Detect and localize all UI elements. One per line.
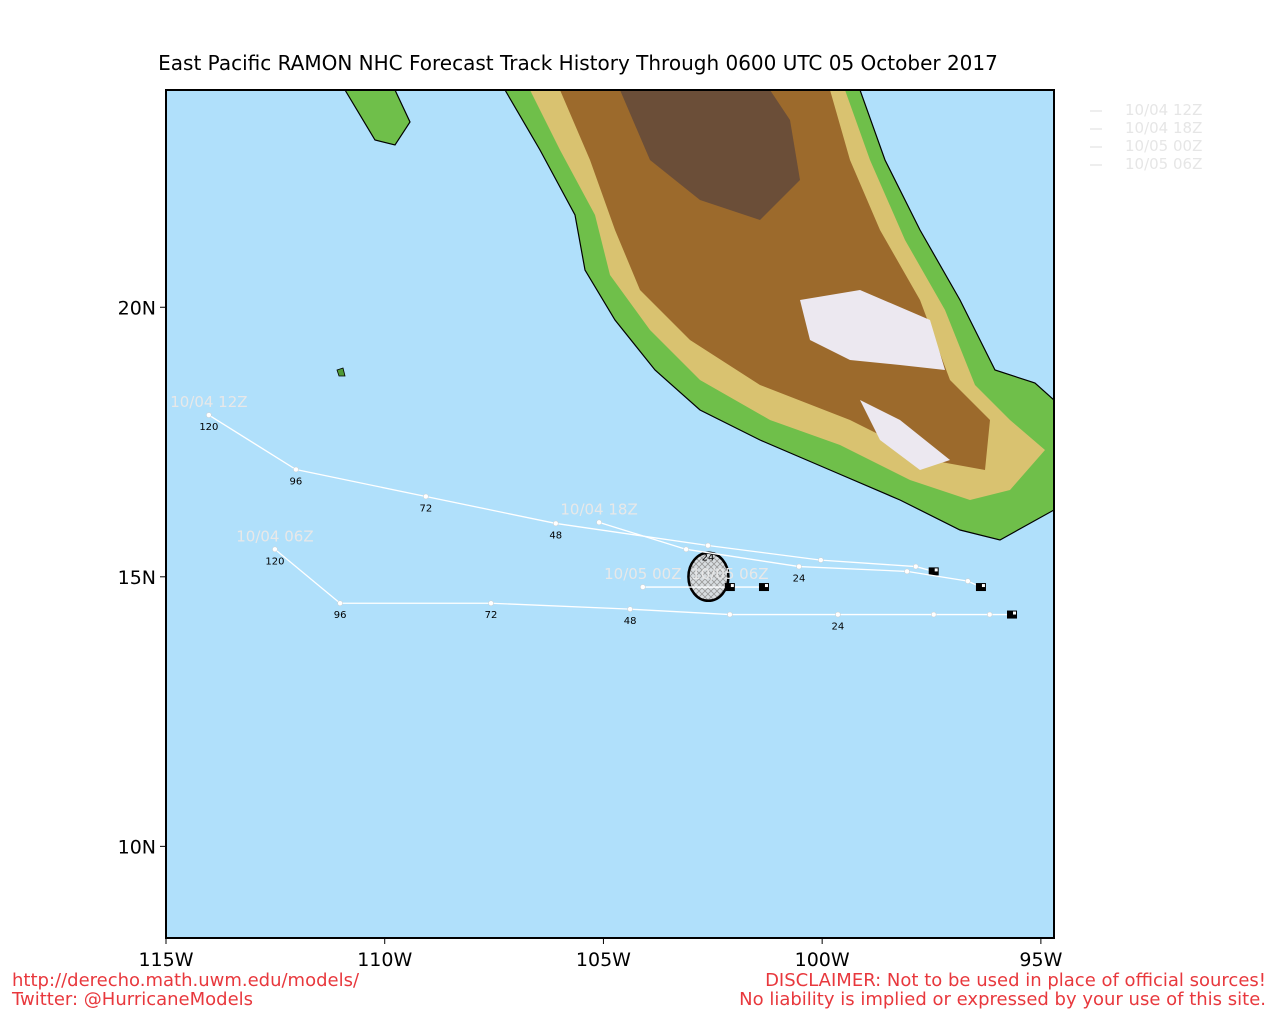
forecast-hour-label: 72 (419, 503, 432, 514)
y-tick-label: 20N (118, 297, 156, 319)
flag-notch (981, 584, 985, 588)
initial-position (758, 583, 769, 592)
title: East Pacific RAMON NHC Forecast Track Hi… (158, 51, 998, 75)
flag-notch (1013, 611, 1017, 615)
initial-position (975, 583, 986, 592)
y-tick-label: 15N (118, 567, 156, 589)
x-tick-label: 100W (795, 949, 850, 971)
forecast-point (796, 563, 802, 570)
forecast-point (835, 611, 841, 618)
footer-url: http://derecho.math.uwm.edu/models/ (12, 970, 360, 991)
track-label: 10/05 06Z (691, 565, 768, 583)
x-tick-label: 115W (138, 949, 193, 971)
forecast-point (488, 600, 494, 606)
forecast-hour-label: 120 (199, 422, 218, 433)
forecast-point (904, 568, 910, 575)
forecast-point (913, 563, 919, 570)
forecast-hour-label: 96 (290, 477, 303, 488)
forecast-point (705, 542, 711, 549)
forecast-point (337, 600, 343, 606)
forecast-hour-label: 48 (624, 616, 637, 627)
forecast-point (640, 584, 646, 590)
legend-label: 10/05 00Z (1125, 137, 1202, 155)
track-label: 10/05 00Z (604, 565, 681, 583)
forecast-point (293, 466, 299, 473)
track-label: 10/04 12Z (170, 393, 247, 411)
forecast-point (965, 578, 971, 584)
forecast-point (727, 611, 733, 618)
land (336, 90, 1054, 541)
forecast-point (206, 412, 212, 418)
forecast-point (627, 606, 633, 612)
forecast-point (423, 493, 429, 500)
flag-notch (764, 584, 768, 588)
forecast-point (272, 546, 278, 553)
forecast-hour-label: 120 (265, 556, 284, 567)
footer-twitter: Twitter: @HurricaneModels (11, 989, 253, 1010)
forecast-point (986, 611, 993, 618)
forecast-point (596, 519, 602, 526)
footer-disclaimer: DISCLAIMER: Not to be used in place of o… (765, 970, 1266, 991)
forecast-hour-label: 96 (334, 610, 347, 621)
forecast-point (683, 546, 689, 553)
forecast-point (930, 611, 937, 618)
flag-notch (934, 568, 938, 572)
y-tick-label: 10N (118, 836, 156, 858)
initial-position (724, 583, 735, 592)
x-tick-label: 110W (357, 949, 412, 971)
footer-liability: No liability is implied or expressed by … (739, 989, 1266, 1010)
initial-position (928, 567, 939, 576)
forecast-hour-label: 24 (793, 574, 806, 585)
map-frame (165, 89, 1055, 939)
track-label: 10/04 06Z (236, 527, 313, 545)
forecast-hour-label: 24 (702, 553, 715, 564)
x-tick-label: 105W (576, 949, 631, 971)
tracks-layer: 24 48 72 96 120 10/04 06Z 24 48 72 96 120 10/04 12Z… (170, 393, 1018, 633)
track-line (208, 414, 934, 573)
flag-notch (730, 584, 734, 588)
x-tick-label: 95W (1019, 949, 1062, 971)
legend-label: 10/04 12Z (1125, 101, 1202, 119)
legend-label: 10/05 06Z (1125, 155, 1202, 173)
forecast-hour-label: 72 (485, 610, 498, 621)
forecast-point (553, 520, 559, 527)
initial-position (1007, 610, 1018, 619)
track-label: 10/04 18Z (560, 500, 637, 518)
forecast-point (818, 557, 824, 563)
forecast-hour-label: 24 (832, 622, 845, 633)
legend-label: 10/04 18Z (1125, 119, 1202, 137)
forecast-hour-label: 48 (549, 530, 562, 541)
